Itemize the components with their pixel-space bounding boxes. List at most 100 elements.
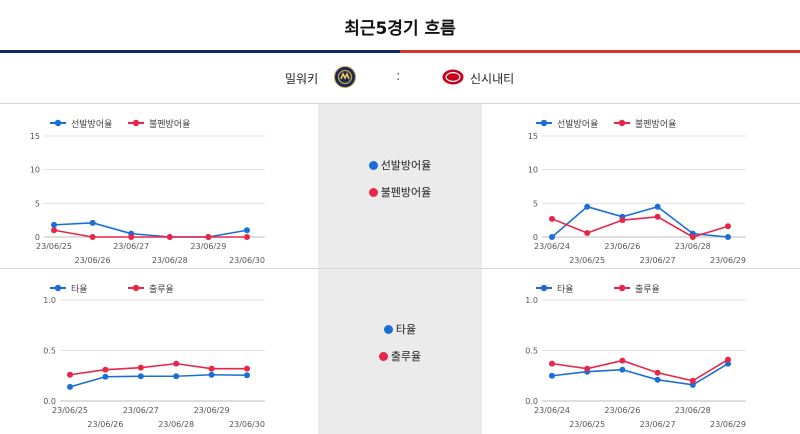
x-tick-label: 23/06/27	[640, 256, 676, 265]
legend-marker	[132, 119, 140, 127]
y-tick-label: 0.5	[525, 347, 538, 356]
series-line	[551, 205, 729, 238]
x-tick-label: 23/06/27	[640, 420, 676, 429]
data-point	[67, 383, 73, 390]
legend-item: 출루율	[614, 284, 660, 295]
away-team-name: 신시내티	[470, 72, 515, 86]
data-point	[102, 373, 109, 380]
x-tick-label: 23/06/25	[52, 406, 88, 415]
legend-marker	[54, 284, 62, 292]
data-point	[549, 215, 555, 222]
data-point	[689, 377, 696, 384]
center-legend-batting-avg: 타율	[318, 321, 482, 337]
data-point	[244, 372, 250, 379]
legend-item: 선발방어율	[50, 119, 112, 130]
x-tick-label: 23/06/25	[569, 420, 605, 429]
home-era-chart: 선발방어율 불펜방어율 15 10 5 023/06/2523/06/2623/06/27…	[30, 119, 265, 265]
blue-dot-icon	[383, 325, 393, 334]
data-point	[689, 234, 696, 240]
x-tick-label: 23/06/24	[534, 242, 570, 251]
x-tick-label: 23/06/28	[158, 420, 194, 429]
data-point	[549, 372, 555, 379]
data-point	[619, 357, 626, 364]
data-point	[584, 229, 591, 236]
x-tick-label: 23/06/25	[36, 242, 72, 251]
legend-label: 선발방어율	[71, 119, 112, 130]
y-tick-label: 5	[35, 199, 40, 208]
x-tick-label: 23/06/28	[675, 406, 711, 415]
series-line	[551, 362, 729, 386]
center-legend-label: 타율	[395, 323, 417, 336]
series-line	[69, 373, 248, 388]
x-tick-label: 23/06/27	[123, 406, 159, 415]
y-tick-label: 0	[35, 233, 40, 242]
center-legend-bullpen-era: 불펜방어율	[318, 184, 482, 200]
center-legend-panel: 선발방어율 불펜방어율 타율 출루율	[318, 104, 482, 434]
legend-item: 타율	[50, 284, 88, 295]
data-point	[51, 227, 57, 234]
x-tick-label: 23/06/29	[194, 406, 230, 415]
data-point	[208, 365, 215, 372]
data-point	[549, 234, 555, 240]
series-line	[69, 362, 247, 376]
y-tick-label: 10	[528, 166, 538, 175]
data-point	[619, 366, 626, 373]
x-tick-label: 23/06/26	[604, 242, 640, 251]
y-tick-label: 1.0	[525, 296, 538, 305]
x-tick-label: 23/06/29	[190, 242, 226, 251]
data-point	[173, 373, 180, 380]
x-tick-label: 23/06/28	[152, 256, 188, 265]
away-color-bar	[400, 50, 800, 53]
legend-label: 불펜방어율	[635, 119, 676, 130]
away-batting-chart: 타율 출루율1.00.50.023/06/2423/06/2523/06/2623…	[525, 284, 746, 429]
data-point	[549, 360, 555, 367]
data-point	[67, 371, 73, 378]
data-point	[173, 360, 180, 367]
legend-marker	[54, 119, 62, 127]
data-point	[725, 234, 731, 240]
legend-marker	[618, 284, 626, 292]
data-point	[244, 365, 250, 372]
y-tick-label: 0.0	[525, 397, 538, 406]
data-point	[244, 227, 250, 234]
y-tick-label: 1.0	[43, 296, 56, 305]
vs-separator: :	[396, 69, 401, 84]
away-era-chart: 선발방어율 불펜방어율 15 10 5 023/06/24 23/06/25 23/06/26…	[528, 119, 746, 265]
page-title: 최근5경기 흐름	[344, 19, 456, 39]
row-divider	[0, 268, 800, 269]
data-point	[654, 213, 661, 220]
x-tick-label: 23/06/30	[229, 256, 265, 265]
data-point	[654, 376, 661, 383]
home-team-name: 밀워키	[285, 72, 319, 86]
cincinnati-reds-logo	[442, 69, 464, 89]
data-point	[137, 364, 144, 371]
team-matchup-row: 밀워키 : 신시내티	[0, 53, 800, 104]
data-point	[725, 356, 731, 363]
y-tick-label: 15	[528, 132, 538, 141]
data-point	[89, 234, 96, 240]
data-point	[208, 371, 215, 378]
series-line	[551, 215, 729, 238]
series-line	[551, 358, 729, 382]
data-point	[137, 373, 144, 380]
home-color-bar	[0, 50, 400, 53]
y-tick-label: 0.0	[43, 397, 56, 406]
x-tick-label: 23/06/29	[710, 256, 746, 265]
x-tick-label: 23/06/26	[604, 406, 640, 415]
data-point	[654, 203, 661, 210]
legend-marker	[540, 284, 548, 292]
center-legend-label: 출루율	[390, 350, 422, 363]
x-tick-label: 23/06/26	[87, 420, 123, 429]
data-point	[166, 234, 173, 240]
y-tick-label: 10	[30, 166, 40, 175]
data-point	[51, 221, 57, 228]
data-point	[584, 365, 591, 372]
data-point	[619, 217, 626, 224]
data-point	[244, 234, 250, 240]
legend-label: 타율	[71, 284, 88, 295]
data-point	[102, 366, 109, 373]
legend-item: 타율	[536, 284, 574, 295]
x-tick-label: 23/06/25	[569, 256, 605, 265]
data-point	[725, 223, 731, 230]
legend-marker	[618, 119, 626, 127]
